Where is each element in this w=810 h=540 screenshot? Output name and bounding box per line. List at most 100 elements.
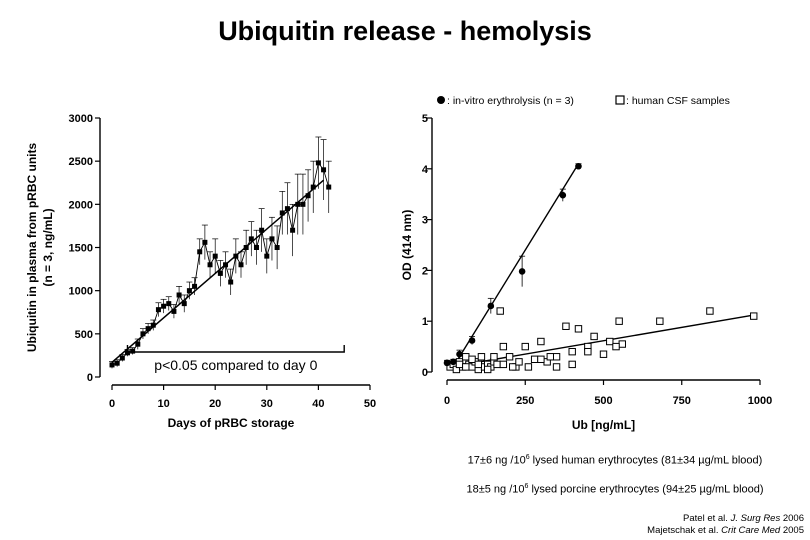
erythrolysis-data-point [456, 350, 463, 358]
data-point [124, 350, 130, 356]
csf-data-point [546, 353, 554, 361]
data-point [181, 301, 187, 307]
csf-data-point [505, 353, 514, 361]
y-tick-label: 2500 [69, 156, 93, 168]
csf-data-point [515, 358, 523, 366]
y-tick-label: 2000 [69, 199, 93, 211]
note-human-sup: 6 [525, 454, 530, 461]
data-point [326, 184, 332, 190]
erythrolysis-data-point [468, 337, 476, 344]
csf-data-point [584, 347, 592, 356]
csf-data-point [499, 360, 508, 369]
data-point [192, 283, 198, 289]
citation-1-journal: J. Surg Res [730, 513, 781, 524]
legend-marker-erythrolysis [437, 96, 445, 104]
csf-data-point [612, 342, 620, 351]
citation-1-authors: Patel et al. [683, 513, 731, 524]
data-point [269, 236, 275, 242]
csf-data-point [462, 363, 470, 371]
csf-data-point [455, 360, 464, 369]
csf-data-point [537, 355, 545, 364]
data-point [150, 322, 156, 328]
data-point [161, 303, 167, 309]
erythrolysis-data-point [518, 268, 526, 275]
data-point [140, 331, 146, 337]
citation-2: Majetschak et al. Crit Care Med 2005 [647, 525, 804, 537]
csf-data-point [537, 337, 545, 346]
csf-data-point [468, 355, 476, 364]
data-point [305, 193, 311, 199]
csf-data-point [618, 340, 626, 348]
csf-data-point [521, 342, 529, 351]
erythrolysis-data-point [443, 359, 451, 367]
erythrolysis-data-point [449, 358, 457, 366]
citation-2-authors: Majetschak et al. [647, 525, 722, 536]
csf-data-point [599, 350, 608, 358]
legend-label-erythrolysis: : in-vitro erythrolysis (n = 3) [447, 95, 574, 107]
y-tick-label: 2 [422, 265, 428, 277]
x-tick-label: 1000 [748, 395, 772, 407]
erythrolysis-data-point [559, 191, 567, 199]
data-point [171, 308, 177, 314]
x-axis-title: Days of pRBC storage [168, 416, 295, 430]
note-human-post: lysed human erythrocytes (81±34 µg/mL bl… [529, 454, 763, 467]
csf-data-point [509, 363, 517, 371]
data-point [321, 167, 327, 173]
data-point [202, 239, 208, 245]
csf-data-point [474, 360, 483, 369]
x-tick-label: 0 [109, 398, 115, 410]
data-point [264, 253, 270, 259]
csf-data-point [568, 360, 576, 369]
data-point [119, 355, 125, 361]
csf-data-point [562, 322, 570, 330]
y-axis-title-line2: (n = 3, ng/mL) [41, 208, 55, 286]
csf-data-point [574, 325, 583, 333]
data-point [223, 262, 229, 268]
x-tick-label: 0 [444, 395, 450, 407]
csf-data-point [568, 347, 576, 356]
data-point [259, 227, 265, 233]
y-tick-label: 1 [422, 316, 428, 328]
citation-2-journal: Crit Care Med [721, 525, 781, 536]
data-point [290, 227, 296, 233]
data-point [176, 292, 182, 298]
csf-data-point [496, 307, 504, 315]
slide-title: Ubiquitin release - hemolysis [218, 16, 592, 46]
x-tick-label: 30 [261, 398, 273, 410]
citation-1-year: 2006 [780, 513, 804, 524]
x-tick-label: 750 [673, 395, 691, 407]
citation-1: Patel et al. J. Surg Res 2006 [647, 513, 804, 525]
y-axis-title: OD (414 nm) [400, 210, 414, 281]
data-point [217, 270, 223, 276]
citations: Patel et al. J. Surg Res 2006 Majetschak… [647, 513, 804, 537]
data-point [315, 160, 321, 166]
note-human-pre: 17±6 ng /10 [467, 454, 526, 467]
y-tick-label: 4 [422, 164, 429, 176]
citation-2-year: 2005 [780, 525, 804, 536]
csf-data-point [706, 307, 714, 315]
y-tick-label: 500 [75, 329, 93, 341]
data-point [248, 236, 254, 242]
data-point [207, 262, 213, 268]
y-tick-label: 1500 [69, 243, 93, 255]
x-tick-label: 50 [364, 398, 376, 410]
y-tick-label: 1000 [69, 286, 93, 298]
csf-data-point [477, 353, 486, 361]
note-porcine-post: lysed porcine erythrocytes (94±25 µg/mL … [528, 483, 764, 496]
data-point [166, 301, 172, 307]
regression-line-erythrolysis [452, 163, 580, 368]
x-tick-label: 20 [209, 398, 221, 410]
csf-data-point [552, 353, 561, 361]
x-tick-label: 500 [594, 395, 612, 407]
erythrolysis-data-point [487, 302, 495, 310]
csf-data-point [606, 337, 614, 346]
note-human: 17±6 ng /106 lysed human erythrocytes (8… [420, 454, 810, 467]
erythrolysis-data-point [575, 162, 582, 170]
data-point [274, 245, 280, 250]
csf-data-point [750, 312, 758, 320]
x-axis-title: Ub [ng/mL] [572, 418, 635, 432]
note-porcine-sup: 6 [524, 483, 529, 490]
data-point [284, 206, 290, 212]
y-tick-label: 0 [87, 372, 93, 384]
